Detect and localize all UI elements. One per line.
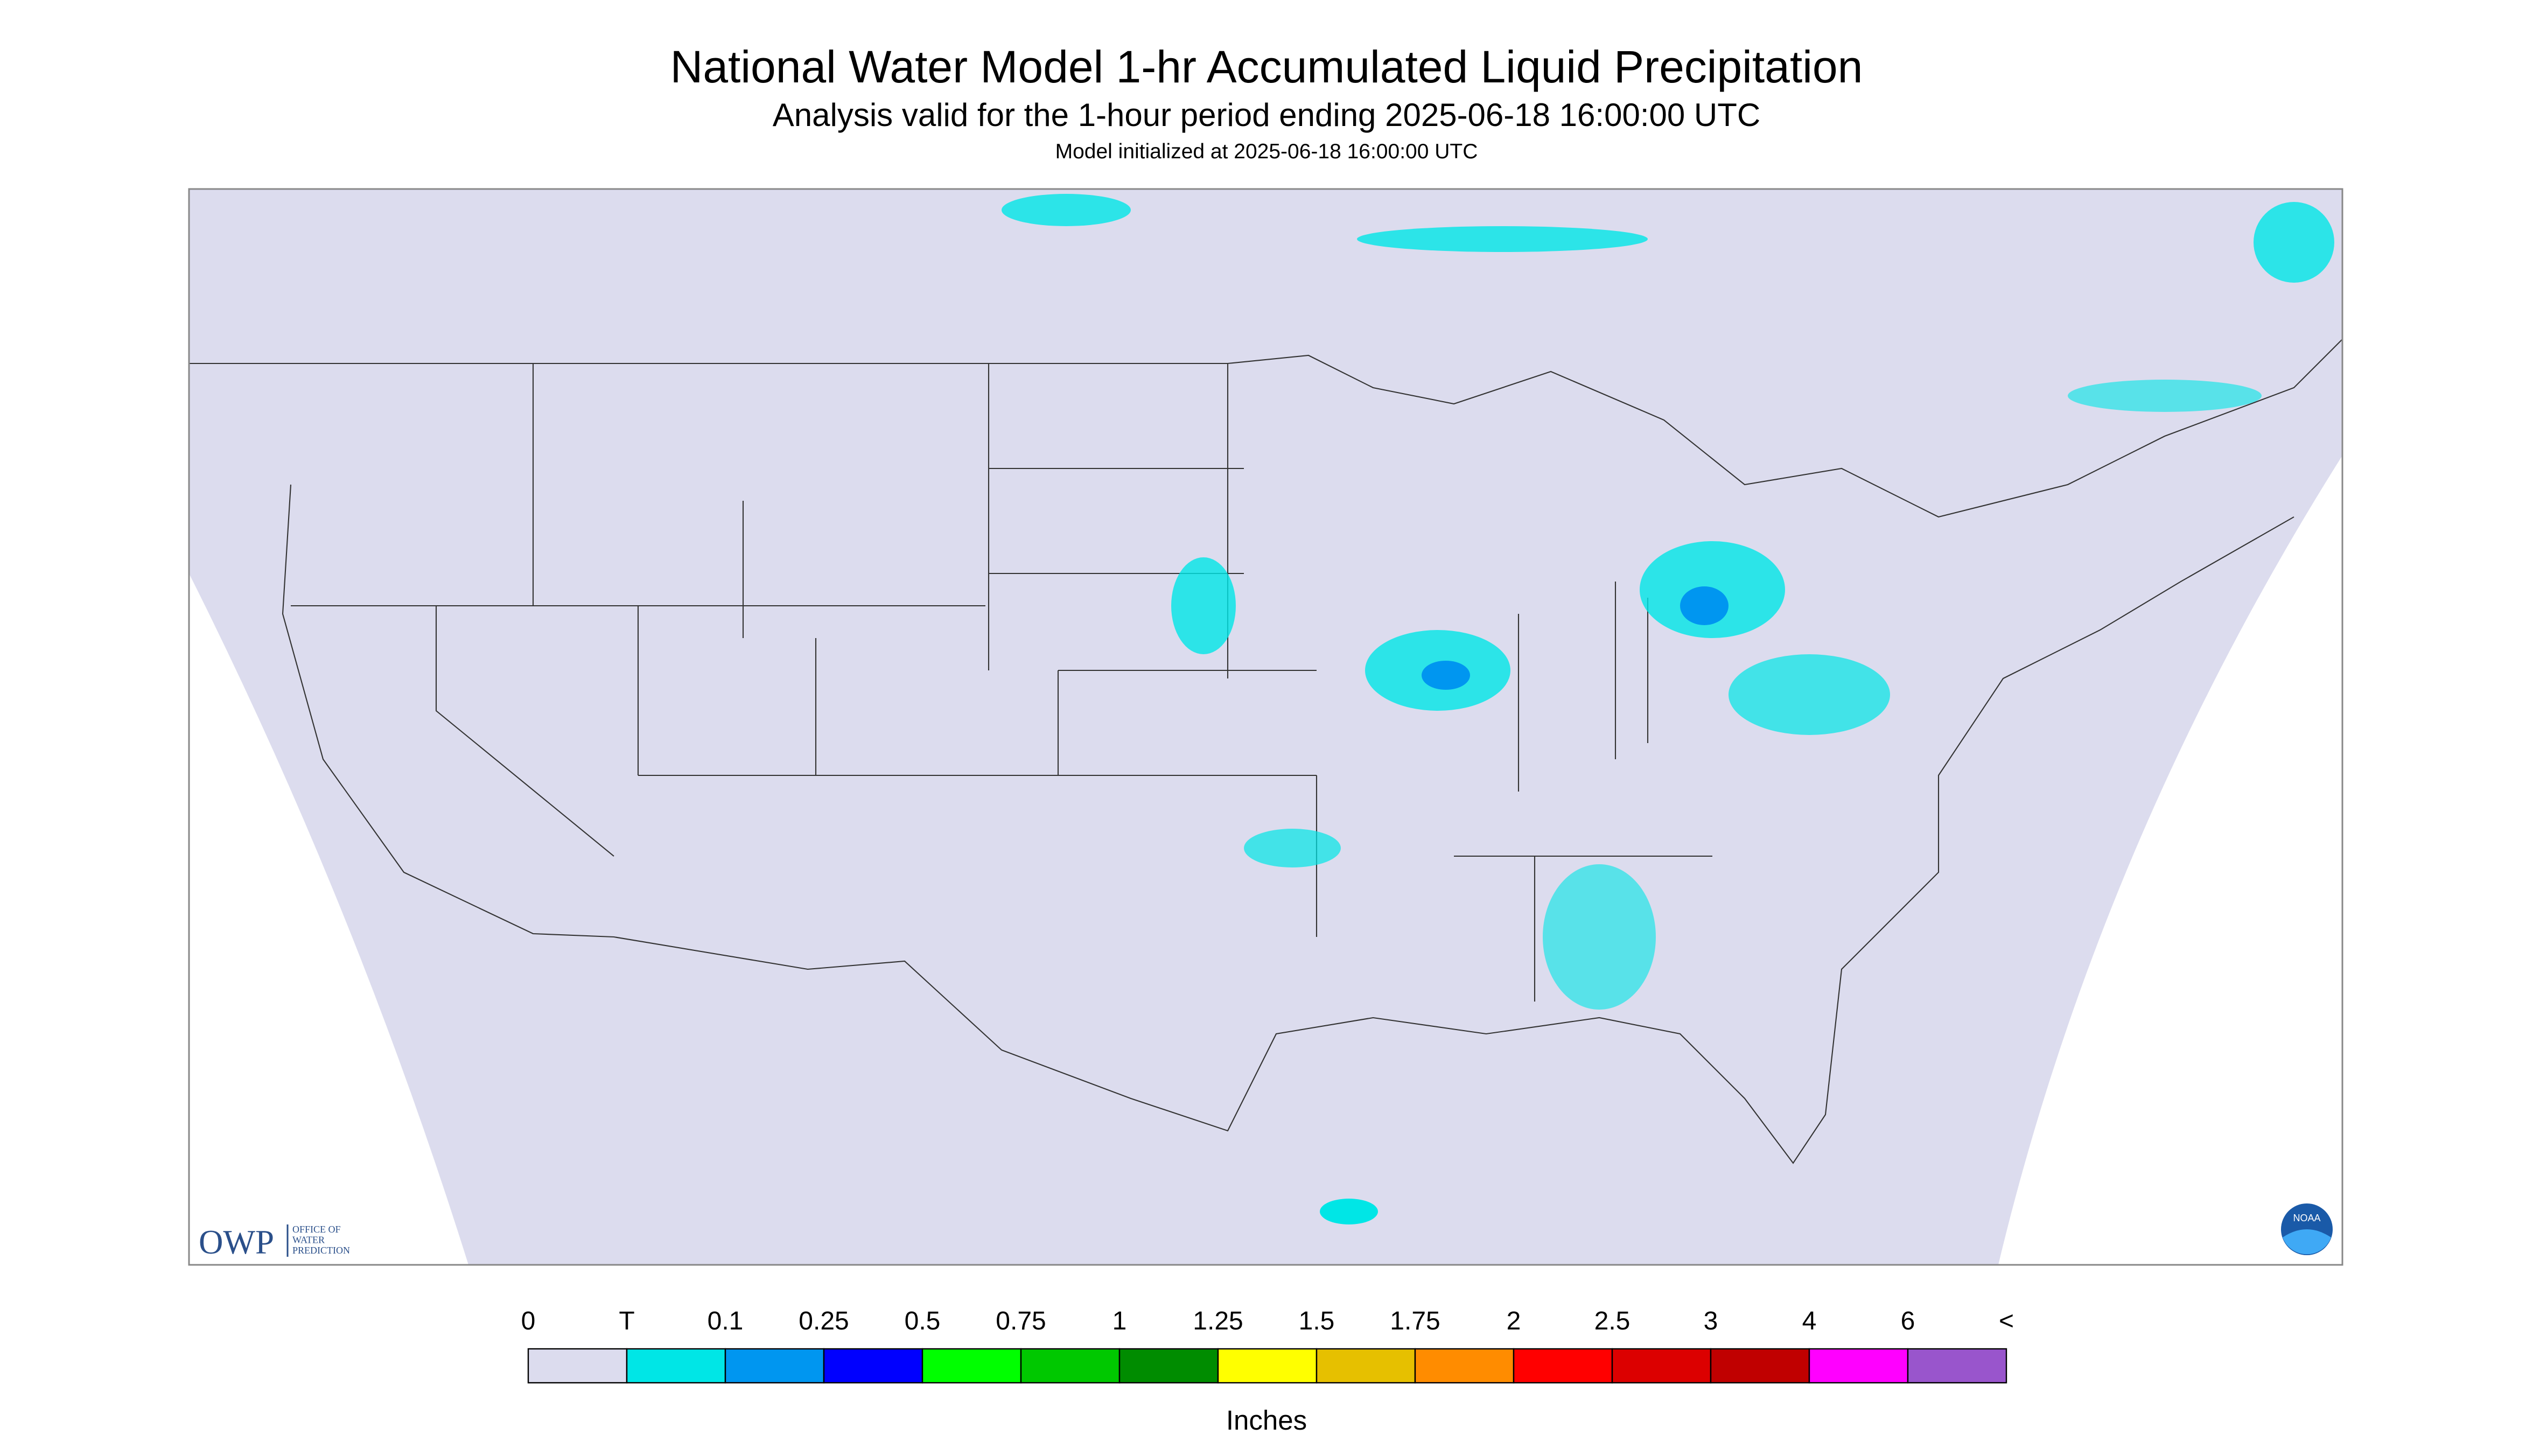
owp-name-line: PREDICTION — [292, 1245, 350, 1256]
init-note: Model initialized at 2025-06-18 16:00:00… — [1055, 140, 1478, 163]
legend-label: T — [619, 1307, 634, 1335]
precipitation — [1002, 194, 2334, 1225]
legend-swatch — [1808, 1348, 1909, 1384]
boundaries — [189, 339, 2343, 1164]
legend-unit: Inches — [1226, 1405, 1307, 1436]
legend-label: 0.5 — [905, 1307, 941, 1335]
coastline — [282, 484, 2294, 1164]
legend-label: 0.25 — [799, 1307, 849, 1335]
legend-swatch — [724, 1348, 825, 1384]
legend-label: 4 — [1802, 1307, 1817, 1335]
border — [189, 339, 2343, 518]
legend-label: 2.5 — [1594, 1307, 1631, 1335]
subtitle: Analysis valid for the 1-hour period end… — [773, 97, 1760, 133]
legend-label: 1 — [1112, 1307, 1127, 1335]
legend-swatch — [1611, 1348, 1712, 1384]
legend-swatch — [626, 1348, 726, 1384]
legend-label: 1.25 — [1193, 1307, 1243, 1335]
legend: 0 T 0.1 0.25 0.5 0.75 1 1.25 1.5 1.75 2 2.5 3 4 6 < — [521, 1307, 2014, 1384]
legend-swatch — [1513, 1348, 1613, 1384]
legend-label: 0.1 — [708, 1307, 744, 1335]
legend-label: 6 — [1901, 1307, 1915, 1335]
legend-swatch — [1020, 1348, 1121, 1384]
legend-swatch — [1217, 1348, 1318, 1384]
legend-swatch — [1118, 1348, 1219, 1384]
legend-label: 1.75 — [1390, 1307, 1440, 1335]
legend-swatch — [1414, 1348, 1515, 1384]
legend-swatch — [527, 1348, 628, 1384]
model-domain — [189, 189, 2342, 1265]
legend-label: 0.75 — [996, 1307, 1046, 1335]
map: OWP OFFICE OF WATER PREDICTION NOAA — [188, 188, 2343, 1266]
legend-label: < — [1999, 1307, 2014, 1335]
owp-mark: OWP — [199, 1223, 274, 1261]
legend-swatch — [1710, 1348, 1810, 1384]
owp-name: OFFICE OF WATER PREDICTION — [292, 1224, 350, 1256]
map-frame — [188, 188, 2343, 1266]
owp-name-line: WATER — [292, 1235, 325, 1245]
legend-swatch — [921, 1348, 1022, 1384]
title: National Water Model 1-hr Accumulated Li… — [670, 41, 1863, 92]
owp-logo: OWP OFFICE OF WATER PREDICTION — [199, 1223, 350, 1261]
noaa-logo: NOAA — [2281, 1203, 2333, 1256]
legend-label: 0 — [521, 1307, 536, 1335]
legend-label: 3 — [1704, 1307, 1718, 1335]
noaa-mark: NOAA — [2293, 1213, 2320, 1223]
legend-swatch — [1907, 1348, 2007, 1384]
legend-label: 2 — [1507, 1307, 1521, 1335]
owp-name-line: OFFICE OF — [292, 1224, 341, 1235]
legend-swatch — [823, 1348, 923, 1384]
legend-swatch — [1316, 1348, 1416, 1384]
legend-label: 1.5 — [1299, 1307, 1335, 1335]
